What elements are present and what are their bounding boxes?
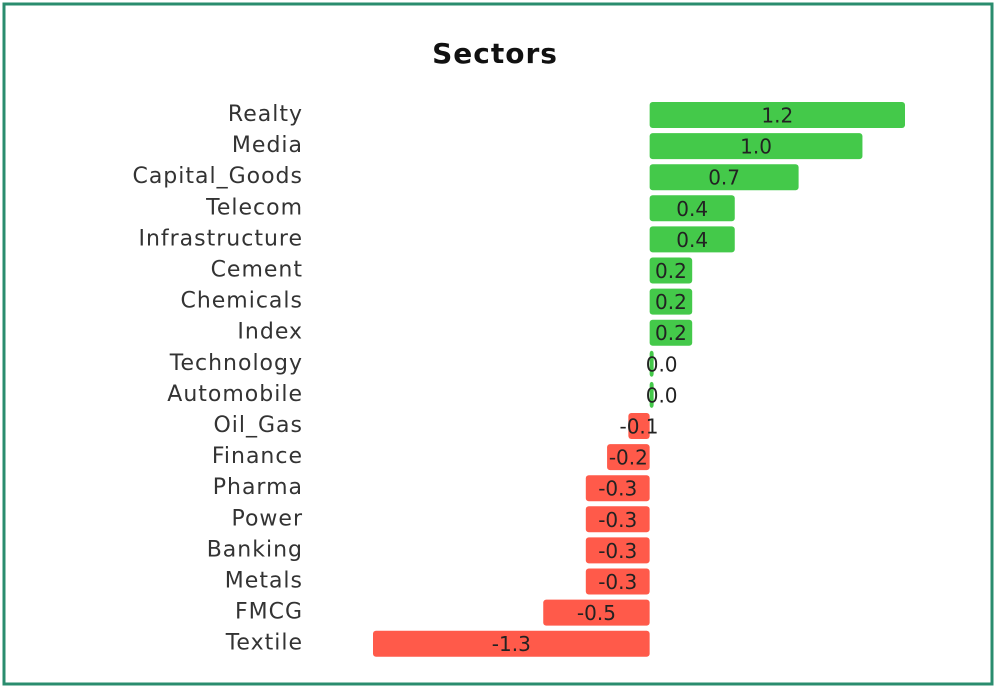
value-label: -0.3 <box>598 570 637 594</box>
y-tick-label: Textile <box>225 631 303 656</box>
bar <box>649 381 654 408</box>
value-label: -0.5 <box>577 601 616 625</box>
y-tick-label: Realty <box>228 102 303 127</box>
value-label: 0.2 <box>655 321 687 345</box>
bar <box>649 226 735 253</box>
y-tick-label: Cement <box>211 258 303 283</box>
bar <box>649 133 863 160</box>
value-label: -1.3 <box>492 632 531 656</box>
y-tick-label: Oil_Gas <box>213 413 303 438</box>
y-tick-label: Finance <box>212 444 303 469</box>
bar <box>628 413 650 439</box>
bar <box>649 350 654 377</box>
y-tick-label: Capital_Goods <box>132 164 303 189</box>
value-label: -0.3 <box>598 539 637 563</box>
bar <box>649 164 799 191</box>
y-tick-label: Telecom <box>205 195 303 220</box>
y-tick-label: Technology <box>169 351 303 376</box>
y-tick-label: Power <box>231 506 303 531</box>
y-tick-label: Media <box>232 133 303 158</box>
value-label: 0.0 <box>646 352 678 376</box>
value-label: 1.0 <box>740 135 772 159</box>
bar <box>649 195 735 222</box>
y-tick-label: Infrastructure <box>138 226 303 251</box>
value-label: -0.3 <box>598 477 637 501</box>
value-label: -0.2 <box>609 446 648 470</box>
y-tick-label: Automobile <box>167 382 303 407</box>
bar <box>543 599 650 626</box>
value-label: 0.7 <box>708 166 740 190</box>
value-label: -0.3 <box>598 508 637 532</box>
value-label: 0.4 <box>676 228 708 252</box>
y-tick-label: Index <box>237 320 303 345</box>
bar <box>649 319 693 346</box>
y-tick-label: Pharma <box>213 475 303 500</box>
bar <box>649 288 693 315</box>
value-label: 0.2 <box>655 290 687 314</box>
bar <box>373 630 650 657</box>
bar <box>607 444 650 471</box>
value-label: -0.1 <box>619 415 658 439</box>
bar <box>585 568 650 595</box>
bar <box>649 257 693 284</box>
value-label: 1.2 <box>761 104 793 128</box>
value-label: 0.2 <box>655 259 687 283</box>
y-tick-label: Metals <box>225 569 303 594</box>
y-tick-label: Banking <box>207 537 303 562</box>
y-tick-label: Chemicals <box>180 289 303 314</box>
bar <box>649 102 905 128</box>
bar <box>585 506 650 533</box>
chart-title: Sectors <box>432 37 558 70</box>
bar <box>585 475 650 502</box>
value-label: 0.0 <box>646 383 678 407</box>
bar <box>585 537 650 564</box>
y-tick-label: FMCG <box>235 600 303 625</box>
value-label: 0.4 <box>676 197 708 221</box>
